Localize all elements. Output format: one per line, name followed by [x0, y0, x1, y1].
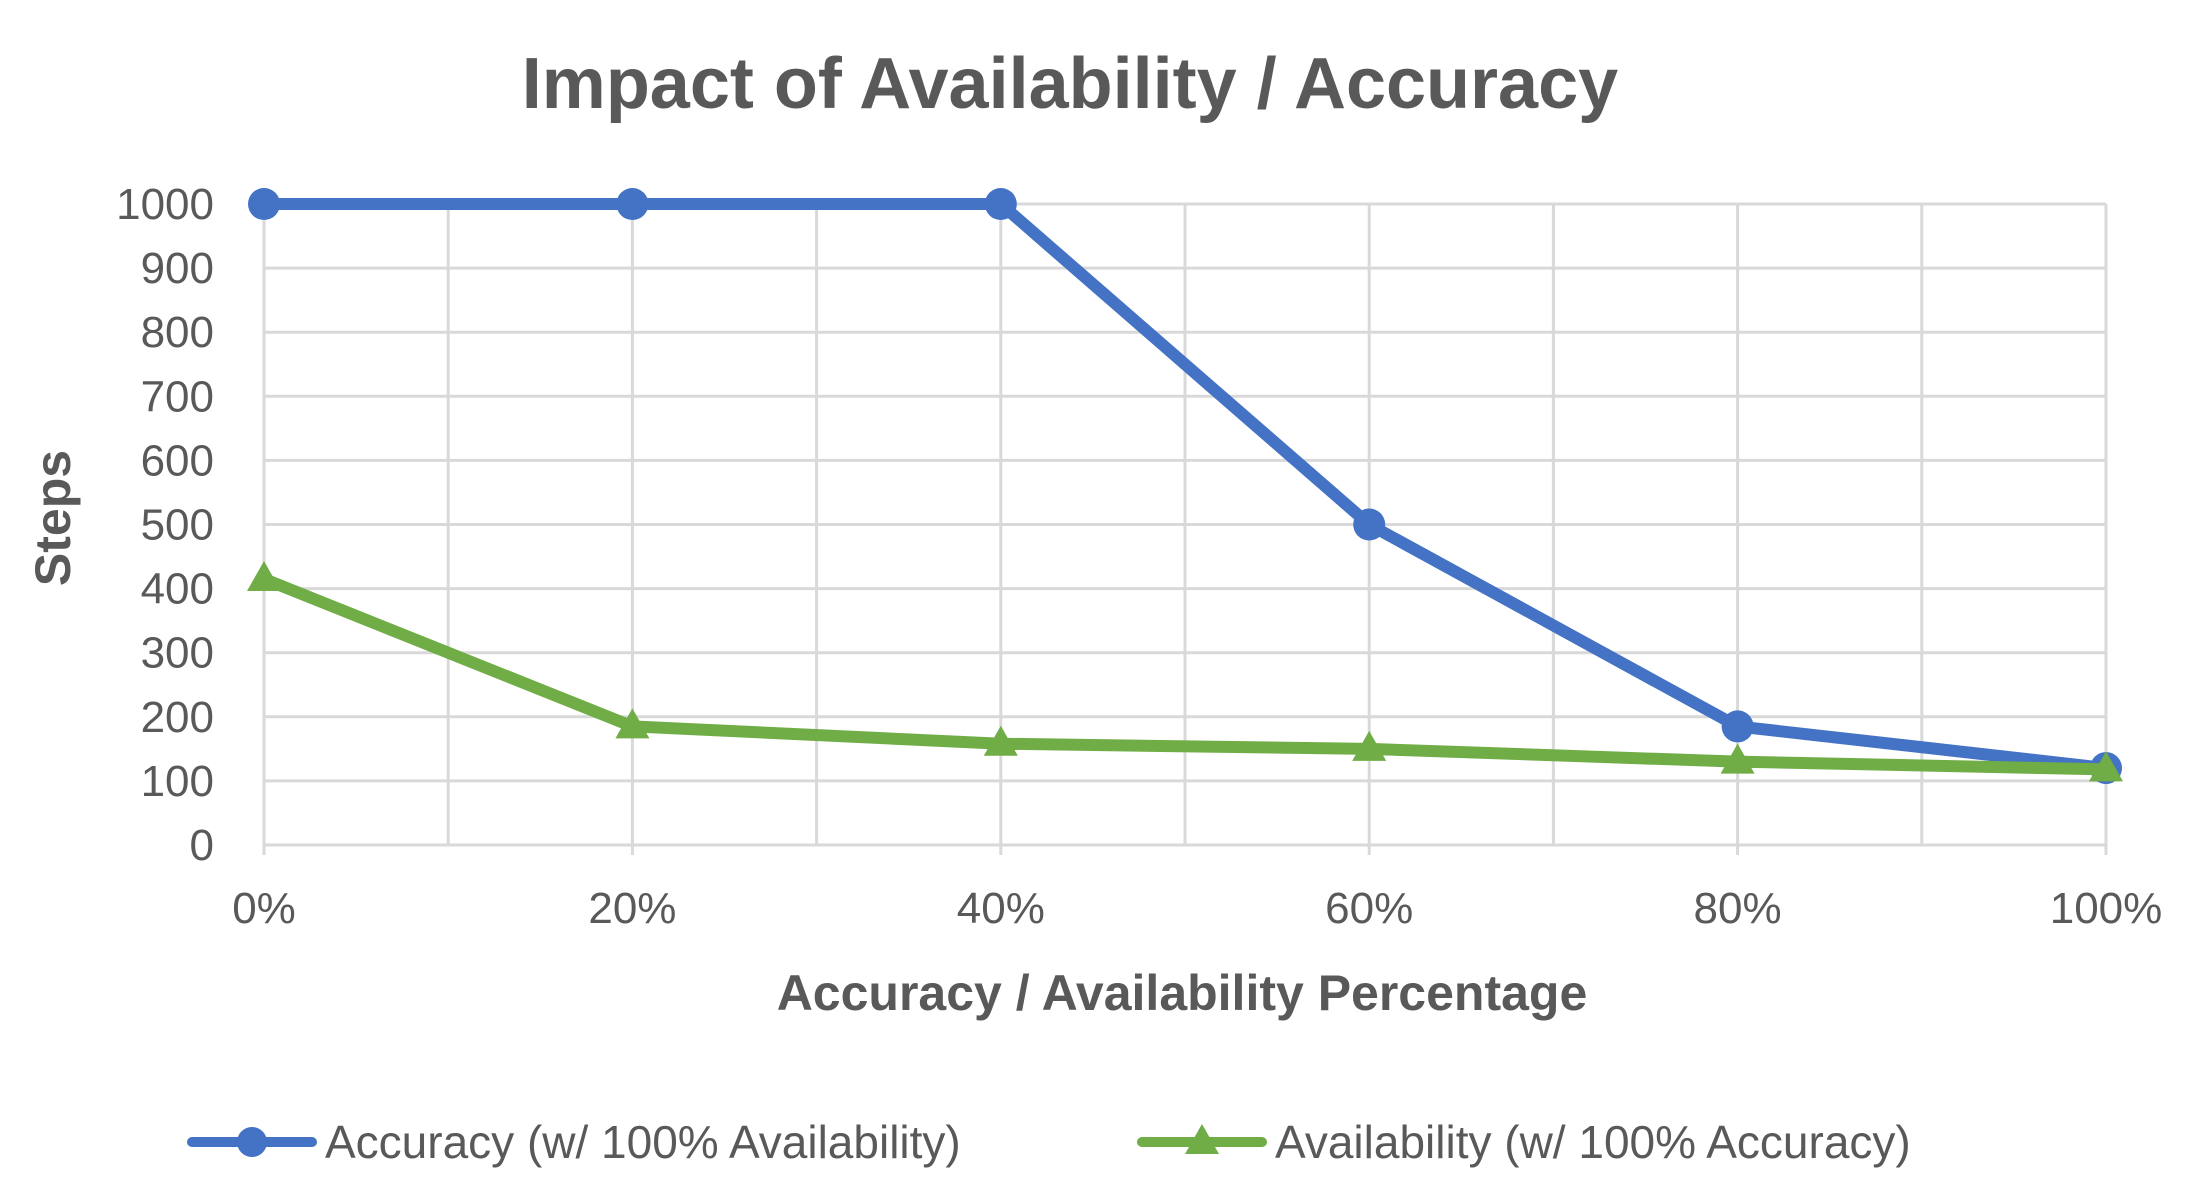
series-line-1: [258, 572, 2112, 776]
series-1: [247, 560, 2123, 782]
y-tick-label-1000: 1000: [116, 180, 214, 229]
y-tick-label-200: 200: [141, 693, 214, 742]
x-tick-label-3: 60%: [1325, 884, 1413, 933]
y-tick-label-300: 300: [141, 629, 214, 678]
data-point-1-2: [983, 725, 1018, 756]
y-tick-label-400: 400: [141, 565, 214, 614]
x-axis-title: Accuracy / Availability Percentage: [777, 965, 1588, 1021]
legend-item-accuracy: Accuracy (w/ 100% Availability): [187, 1116, 961, 1168]
y-tick-label-700: 700: [141, 372, 214, 421]
series-layer: [247, 188, 2123, 785]
x-tick-label-0: 0%: [232, 884, 296, 933]
x-tick-label-4: 80%: [1694, 884, 1782, 933]
data-point-1-1: [615, 708, 650, 739]
data-point-0-2: [984, 188, 1017, 220]
y-tick-label-800: 800: [141, 308, 214, 357]
x-tick-label-2: 40%: [957, 884, 1045, 933]
data-point-1-3: [1352, 730, 1387, 761]
legend: Accuracy (w/ 100% Availability) Availabi…: [187, 1116, 1911, 1168]
legend-label-availability: Availability (w/ 100% Accuracy): [1275, 1116, 1911, 1168]
y-tick-label-900: 900: [141, 244, 214, 293]
x-axis-ticks: 0% 20% 40% 60% 80% 100%: [232, 884, 2162, 933]
data-point-1-5: [2089, 751, 2123, 782]
y-tick-label-0: 0: [190, 821, 214, 870]
grid: [262, 202, 2108, 855]
data-point-1-4: [1720, 743, 1755, 774]
chart-title: Impact of Availability / Accuracy: [522, 44, 1618, 124]
legend-label-accuracy: Accuracy (w/ 100% Availability): [325, 1116, 961, 1168]
legend-swatch-accuracy-marker: [237, 1127, 267, 1157]
data-point-0-1: [616, 188, 649, 220]
legend-item-availability: Availability (w/ 100% Accuracy): [1137, 1116, 1911, 1168]
legend-swatch-availability-marker: [1185, 1124, 1219, 1154]
y-tick-label-500: 500: [141, 501, 214, 550]
y-tick-label-600: 600: [141, 436, 214, 485]
series-line-0: [258, 198, 2112, 775]
x-tick-label-5: 100%: [2050, 884, 2163, 933]
y-axis-title: Steps: [25, 450, 81, 586]
data-point-1-0: [247, 560, 281, 591]
data-point-0-0: [248, 188, 280, 220]
data-point-0-3: [1353, 508, 1386, 541]
y-axis-ticks: 0 100 200 300 400 500 600 700 800 900 1000: [116, 180, 214, 870]
y-tick-label-100: 100: [141, 757, 214, 806]
x-tick-label-1: 20%: [588, 884, 676, 933]
data-point-0-4: [1721, 710, 1754, 743]
